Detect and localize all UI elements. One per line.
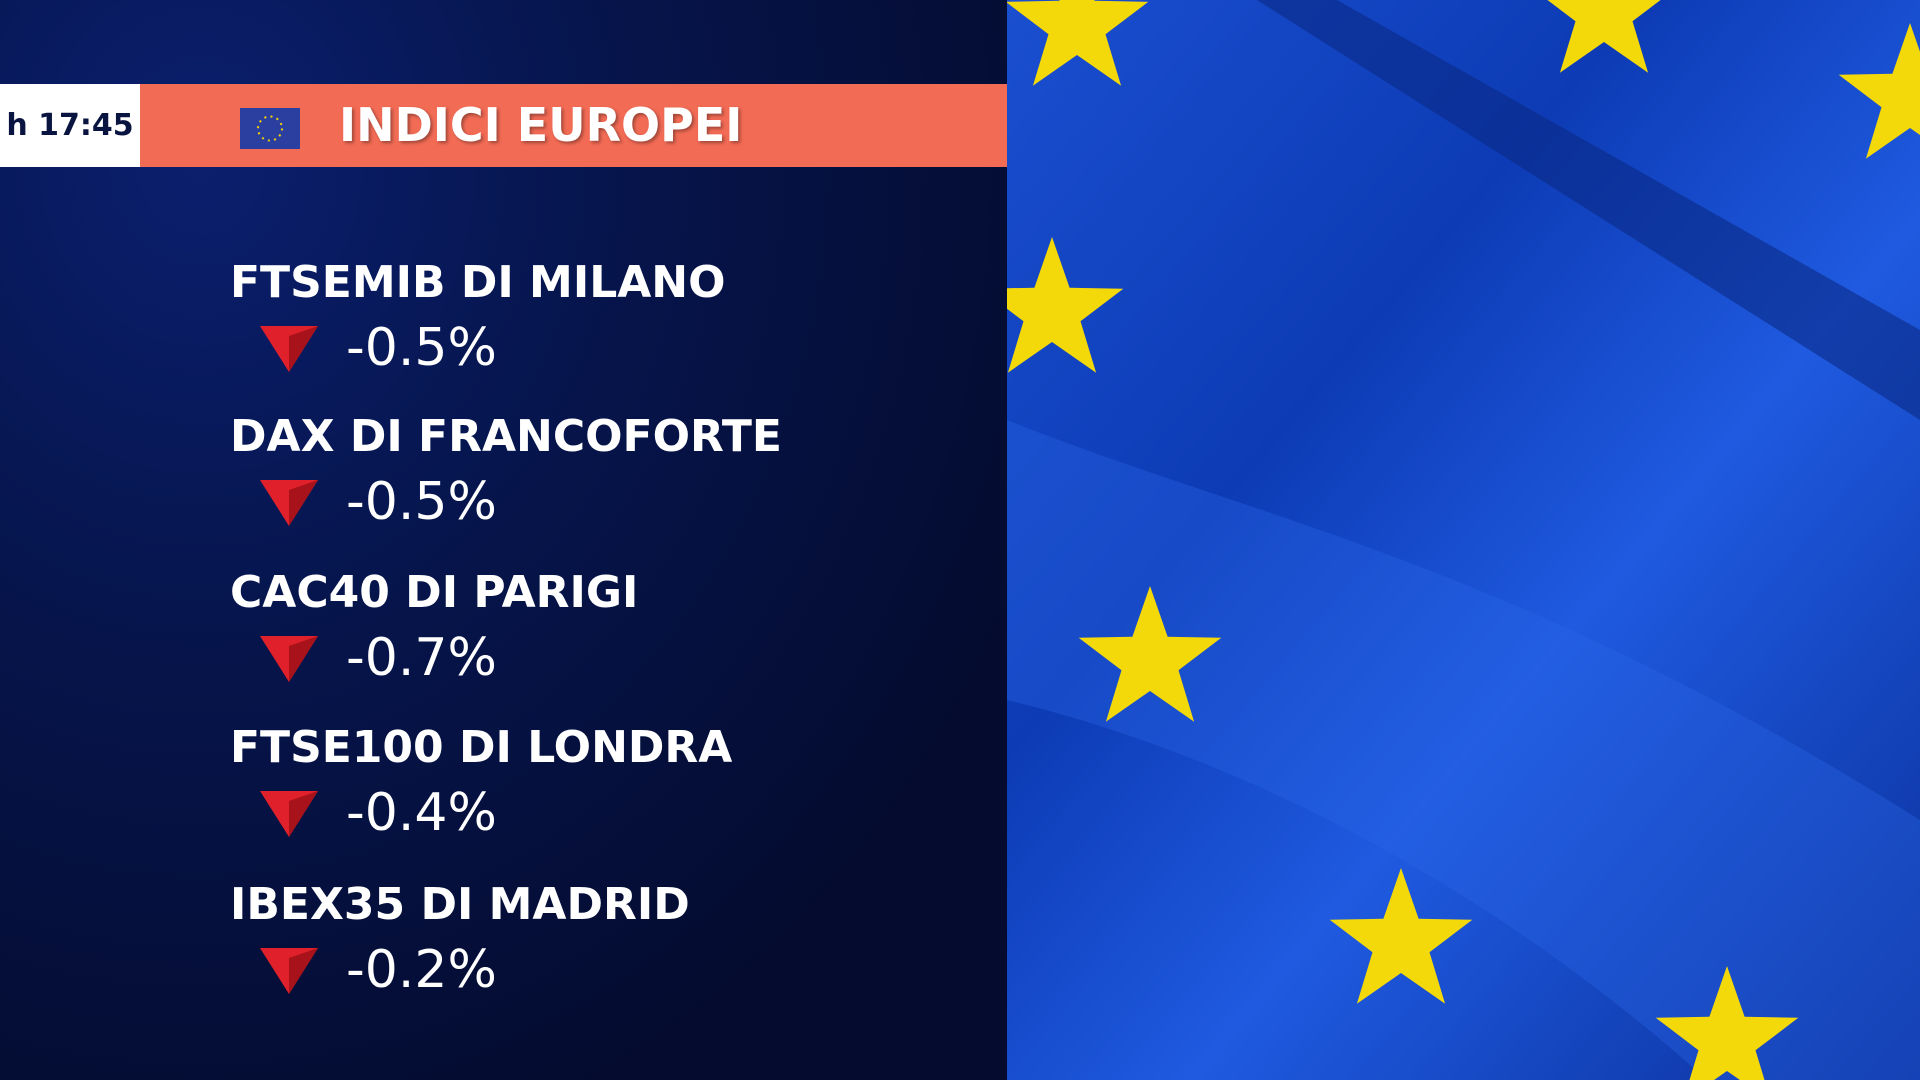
flag-star bbox=[1838, 23, 1920, 159]
index-change: -0.4% bbox=[346, 783, 497, 843]
eu-icon bbox=[240, 108, 300, 149]
title: INDICI EUROPEI bbox=[339, 98, 743, 152]
flag-star bbox=[1078, 586, 1222, 722]
flag-star bbox=[1655, 966, 1799, 1080]
flag-star bbox=[1007, 237, 1124, 373]
index-change: -0.5% bbox=[346, 472, 497, 532]
eu-flag bbox=[1007, 0, 1920, 1080]
time-label: h 17:45 bbox=[0, 84, 140, 167]
index-name: IBEX35 DI MADRID bbox=[230, 879, 690, 930]
down-arrow bbox=[260, 636, 318, 682]
down-arrow bbox=[260, 948, 318, 994]
down-arrow bbox=[260, 326, 318, 372]
index-name: CAC40 DI PARIGI bbox=[230, 567, 639, 618]
index-name: FTSEMIB DI MILANO bbox=[230, 257, 726, 308]
down-arrow bbox=[260, 791, 318, 837]
flag-star bbox=[1547, 0, 1661, 73]
index-change: -0.5% bbox=[346, 318, 497, 378]
index-change: -0.7% bbox=[346, 628, 497, 688]
flag-star bbox=[1329, 868, 1473, 1004]
index-name: FTSE100 DI LONDRA bbox=[230, 722, 733, 773]
index-name: DAX DI FRANCOFORTE bbox=[230, 411, 782, 462]
down-arrow bbox=[260, 480, 318, 526]
index-change: -0.2% bbox=[346, 940, 497, 1000]
flag-star bbox=[1007, 0, 1149, 86]
background-panel bbox=[0, 0, 1007, 1080]
